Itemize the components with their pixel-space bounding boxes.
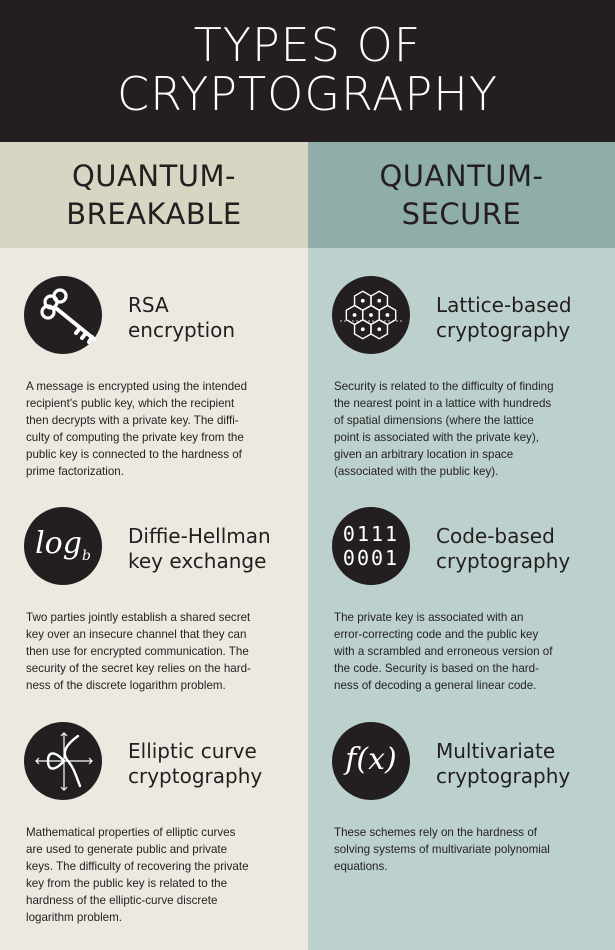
- item-title-line-2: key exchange: [128, 549, 267, 573]
- quantum-secure-column: QUANTUM- SECURE Lattice-based cryptograp…: [308, 142, 615, 950]
- lattice-point: [377, 298, 382, 303]
- item-title-line-1: Diffie-Hellman: [128, 524, 271, 548]
- column-heading-line-2: BREAKABLE: [66, 197, 242, 231]
- item-description: The private key is associated with an er…: [334, 611, 553, 692]
- function-glyph: f(x): [345, 742, 397, 777]
- lattice-cell: [370, 318, 389, 340]
- page-title-line-1: TYPES OF: [193, 18, 422, 72]
- function-icon: f(x): [332, 722, 410, 800]
- item-title-line-1: Multivariate: [436, 739, 556, 763]
- lattice-point: [360, 298, 365, 303]
- item-title-line-1: Lattice-based: [436, 293, 572, 317]
- item-title-line-1: RSA: [128, 293, 169, 317]
- quantum-breakable-heading: QUANTUM- BREAKABLE: [0, 142, 308, 248]
- lattice-point: [352, 313, 357, 317]
- quantum-secure-heading: QUANTUM- SECURE: [308, 142, 615, 248]
- item-title: RSA encryption: [128, 293, 303, 343]
- column-heading-line-1: QUANTUM-: [379, 159, 544, 193]
- item-title-line-1: Code-based: [436, 524, 555, 548]
- item-title-line-2: cryptography: [128, 764, 263, 788]
- item-description: Mathematical properties of elliptic curv…: [26, 826, 249, 924]
- item-title: Diffie-Hellman key exchange: [128, 524, 303, 574]
- binary-line-1: 0111: [342, 522, 400, 546]
- binary-line-2: 0001: [342, 546, 400, 570]
- log-glyph: log: [35, 526, 82, 561]
- lattice-point: [369, 313, 373, 317]
- item-description: These schemes rely on the hardness of so…: [334, 826, 550, 873]
- item-title: Elliptic curve cryptography: [128, 739, 303, 789]
- quantum-breakable-column: QUANTUM- BREAKABLE RSA encryptio: [0, 142, 308, 950]
- page-title-line-2: CRYPTOGRAPHY: [117, 67, 498, 121]
- lattice-point: [385, 313, 390, 317]
- item-description: A message is encrypted using the intende…: [26, 380, 248, 478]
- item-title-line-2: cryptography: [436, 549, 571, 573]
- item-title: Lattice-based cryptography: [436, 293, 611, 343]
- item-title-line-2: cryptography: [436, 318, 571, 342]
- key-icon: [24, 276, 102, 354]
- item-description: Security is related to the difficulty of…: [334, 380, 554, 478]
- lattice-point: [360, 327, 365, 332]
- elliptic-curve-icon: [24, 722, 102, 800]
- binary-code-icon: 0111 0001: [332, 507, 410, 585]
- item-title: Code-based cryptography: [436, 524, 611, 574]
- item-title-line-1: Elliptic curve: [128, 739, 257, 763]
- log-base-glyph: b: [81, 548, 91, 564]
- lattice-point: [377, 327, 382, 332]
- logarithm-icon: logb: [24, 507, 102, 585]
- column-heading-line-1: QUANTUM-: [71, 159, 236, 193]
- page-header: TYPES OF CRYPTOGRAPHY: [0, 0, 615, 142]
- lattice-icon: [332, 276, 410, 354]
- item-title-line-2: encryption: [128, 318, 236, 342]
- column-heading-line-2: SECURE: [401, 197, 522, 231]
- item-description: Two parties jointly establish a shared s…: [26, 611, 251, 692]
- item-title: Multivariate cryptography: [436, 739, 611, 789]
- item-title-line-2: cryptography: [436, 764, 571, 788]
